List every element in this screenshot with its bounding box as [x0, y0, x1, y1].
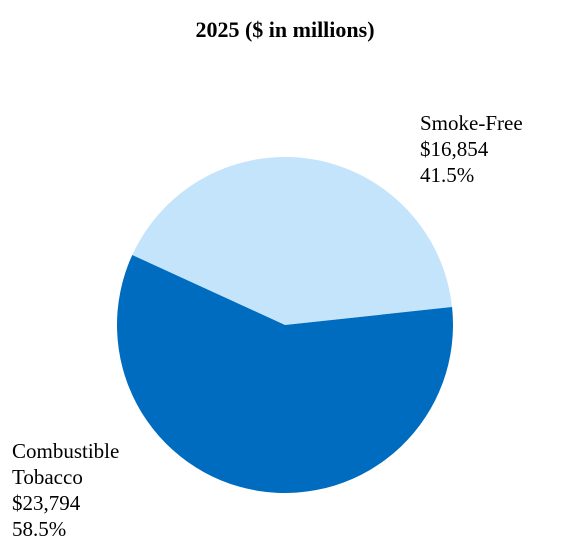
slice-name-line-2: Tobacco — [12, 465, 83, 489]
pie-slice-smoke-free — [132, 156, 453, 325]
slice-name: Smoke-Free — [420, 111, 523, 135]
chart-title: 2025 ($ in millions) — [195, 17, 375, 42]
slice-value: $23,794 — [12, 491, 81, 515]
slice-value: $16,854 — [420, 137, 489, 161]
slice-label-combustible-tobacco: Combustible Tobacco $23,794 58.5% — [12, 438, 119, 542]
pie-slice-combustible-tobacco — [117, 255, 454, 493]
pie-slices — [117, 156, 454, 493]
slice-percent: 41.5% — [420, 163, 475, 187]
slice-percent: 58.5% — [12, 517, 67, 541]
slice-label-smoke-free: Smoke-Free $16,854 41.5% — [420, 110, 523, 188]
slice-name-line-1: Combustible — [12, 439, 120, 463]
